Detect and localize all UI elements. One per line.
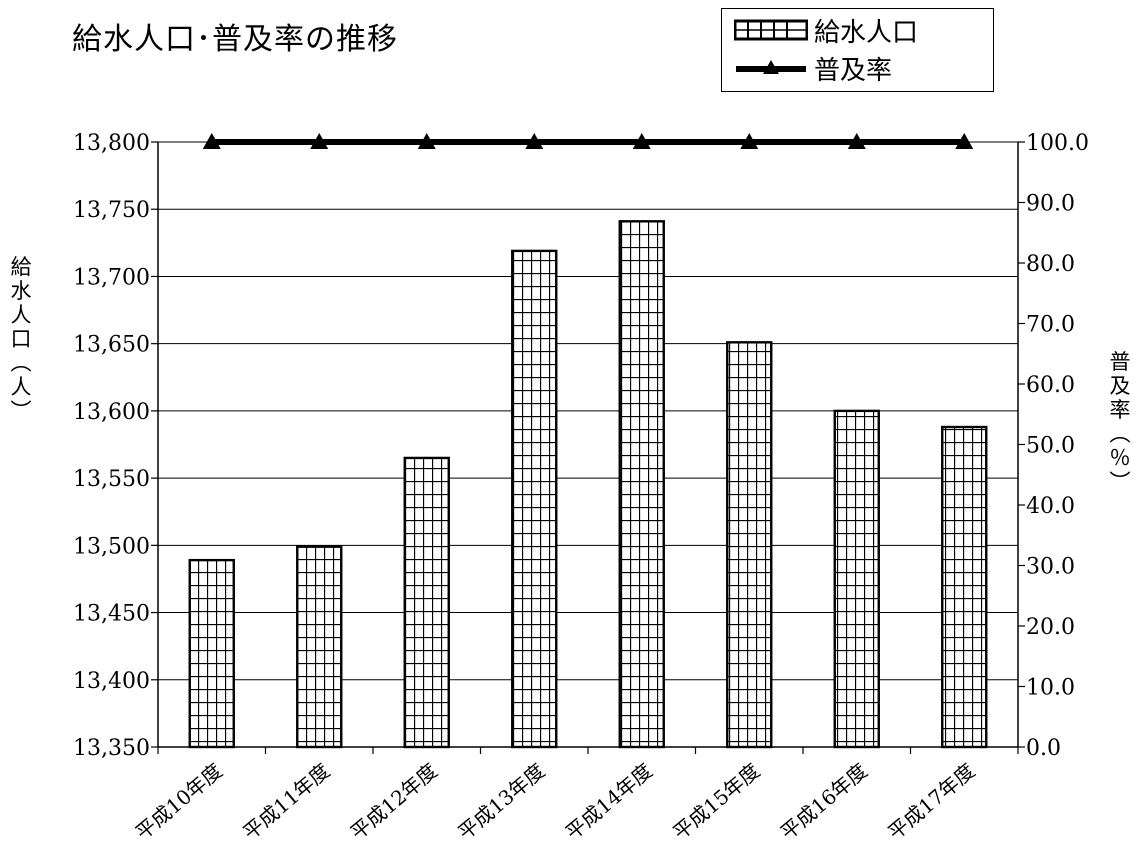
y-tick-label: 13,350 (73, 736, 150, 761)
x-tick-label: 平成12年度 (346, 758, 442, 844)
rate-point (632, 133, 651, 149)
y-right-tick-label: 30.0 (1026, 555, 1075, 580)
y-right-tick-label: 70.0 (1026, 313, 1075, 338)
y-axis-title-right-text: 普及率 ︵ ％ ︶ (1109, 350, 1131, 494)
y-right-tick-label: 40.0 (1026, 494, 1075, 519)
y-tick-label: 13,700 (73, 265, 150, 290)
x-tick-label: 平成10年度 (131, 758, 227, 844)
x-tick-label: 平成17年度 (883, 758, 979, 844)
x-tick-label: 平成11年度 (238, 758, 334, 844)
y-axis-title-left-text: 給水人口 ︵ 人 ︶ (10, 255, 32, 423)
y-right-tick-label: 80.0 (1026, 252, 1075, 277)
legend-bar-swatch (734, 19, 808, 41)
bar (296, 545, 343, 749)
rate-point (310, 133, 329, 149)
chart-title: 給水人口･普及率の推移 (72, 22, 398, 57)
legend-label-population: 給水人口 (814, 17, 919, 48)
y-right-tick-label: 50.0 (1026, 434, 1075, 459)
rate-point (847, 133, 866, 149)
bar (833, 409, 880, 749)
y-right-tick-label: 10.0 (1026, 676, 1075, 701)
y-right-tick-label: 60.0 (1026, 373, 1075, 398)
y-tick-label: 13,500 (73, 534, 150, 559)
y-right-tick-label: 20.0 (1026, 615, 1075, 640)
y-axis-title-left: 給水人口 ︵ 人 ︶ (8, 255, 34, 423)
y-tick-label: 13,550 (73, 467, 150, 492)
y-tick-label: 13,450 (73, 602, 150, 627)
y-tick-label: 13,800 (73, 131, 150, 156)
bar (618, 220, 665, 749)
x-tick-label: 平成14年度 (561, 758, 657, 844)
rate-point (740, 133, 759, 149)
x-tick-label: 平成13年度 (453, 758, 549, 844)
y-tick-label: 13,400 (73, 669, 150, 694)
y-right-tick-label: 0.0 (1026, 736, 1061, 761)
bar (403, 456, 450, 749)
y-tick-label: 13,750 (73, 198, 150, 223)
bar (511, 249, 558, 749)
y-right-tick-label: 100.0 (1026, 131, 1089, 156)
legend-item-rate: 普及率 (734, 51, 893, 86)
bar (941, 425, 988, 749)
rate-point (202, 133, 221, 149)
bar (726, 341, 773, 749)
rate-point (417, 133, 436, 149)
x-tick-label: 平成16年度 (776, 758, 872, 844)
rate-point (955, 133, 974, 149)
bar (188, 558, 235, 749)
x-tick-label: 平成15年度 (668, 758, 764, 844)
legend-item-population: 給水人口 (734, 13, 919, 48)
y-right-tick-label: 90.0 (1026, 192, 1075, 217)
rate-point (525, 133, 544, 149)
y-axis-title-right: 普及率 ︵ ％ ︶ (1107, 350, 1133, 494)
legend: 給水人口 普及率 (721, 8, 994, 92)
legend-line-swatch (736, 60, 806, 74)
y-tick-label: 13,650 (73, 333, 150, 358)
legend-label-rate: 普及率 (814, 55, 893, 86)
y-tick-label: 13,600 (73, 400, 150, 425)
